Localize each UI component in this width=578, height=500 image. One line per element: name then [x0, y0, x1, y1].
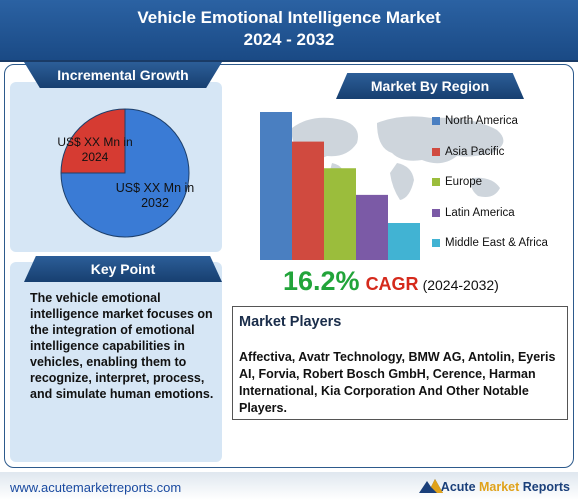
legend-swatch	[432, 147, 440, 156]
footer: www.acutemarketreports.com Acute Market …	[0, 472, 578, 500]
cagr-period: (2024-2032)	[422, 277, 499, 293]
legend-label: North America	[445, 115, 518, 128]
incremental-growth-heading: Incremental Growth	[24, 62, 222, 88]
legend-item: North America	[432, 106, 548, 137]
key-point-heading: Key Point	[24, 256, 222, 282]
market-players-list: Affectiva, Avatr Technology, BMW AG, Ant…	[239, 350, 556, 415]
footer-url-link[interactable]: www.acutemarketreports.com	[10, 480, 182, 495]
legend-item: Asia Pacific	[432, 137, 548, 168]
pie-label-2024: US$ XX Mn in 2024	[57, 135, 133, 164]
legend-item: Europe	[432, 167, 548, 198]
legend-label: Middle East & Africa	[445, 237, 548, 250]
cagr-label: CAGR	[365, 274, 419, 294]
legend-item: Middle East & Africa	[432, 228, 548, 259]
legend-item: Latin America	[432, 198, 548, 229]
region-bar-chart	[260, 112, 420, 260]
key-point-panel	[10, 262, 222, 462]
region-legend: North America Asia Pacific Europe Latin Ame…	[432, 106, 548, 259]
pie-slice-1	[60, 108, 190, 238]
legend-label: Latin America	[445, 206, 515, 219]
page-title: Vehicle Emotional Intelligence Market	[137, 8, 441, 27]
pie-chart	[60, 108, 190, 238]
legend-label: Europe	[445, 176, 483, 189]
legend-label: Asia Pacific	[445, 145, 505, 158]
brand-part-1: Acute	[440, 480, 479, 494]
brand-logo-icon	[419, 479, 443, 493]
cagr-display: 16.2% CAGR (2024-2032)	[283, 266, 499, 300]
legend-swatch	[432, 239, 440, 248]
footer-brand: Acute Market Reports	[441, 480, 570, 494]
cagr-value: 16.2%	[283, 266, 360, 296]
region-bar-2	[324, 168, 356, 260]
header-banner: Vehicle Emotional Intelligence Market 20…	[0, 0, 578, 62]
market-players-box: Market Players Affectiva, Avatr Technolo…	[232, 306, 568, 420]
pie-slice-0	[60, 108, 126, 174]
market-by-region-heading: Market By Region	[336, 73, 524, 99]
page-subtitle: 2024 - 2032	[243, 30, 335, 49]
region-bar-1	[292, 141, 324, 260]
legend-swatch	[432, 208, 440, 217]
region-bar-4	[388, 223, 420, 260]
brand-part-2: Market	[479, 480, 520, 494]
brand-part-3: Reports	[519, 480, 570, 494]
key-point-text: The vehicle emotional intelligence marke…	[30, 291, 214, 401]
legend-swatch	[432, 117, 440, 126]
legend-swatch	[432, 178, 440, 187]
market-players-heading: Market Players	[239, 314, 342, 330]
region-bar-0	[260, 112, 292, 260]
region-bar-3	[356, 194, 388, 260]
pie-label-2032: US$ XX Mn in 2032	[115, 181, 195, 210]
